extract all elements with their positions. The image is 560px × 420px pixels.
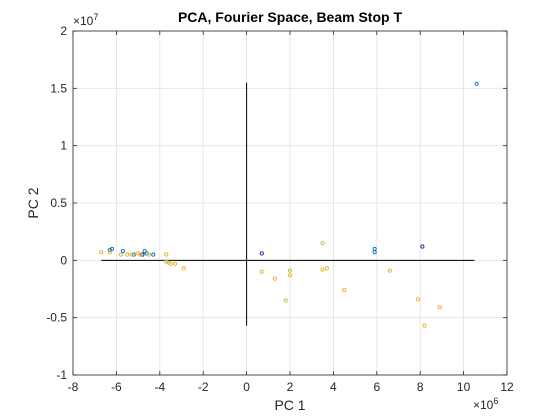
x-tick-label: -2 [198,380,209,394]
x-tick-label: 6 [373,380,380,394]
y-tick-label: 0.5 [50,196,67,210]
y-tick-label: 1.5 [50,81,67,95]
y-exponent-base: ×10 [73,14,94,28]
x-axis-label: PC 1 [274,397,305,413]
y-axis-label: PC 2 [25,187,41,218]
x-tick-label: 10 [457,380,471,394]
x-exponent-power: 6 [493,396,498,406]
x-tick-label: -4 [154,380,165,394]
y-tick-label: 1 [60,139,67,153]
x-tick-label: 2 [287,380,294,394]
y-tick-label: 0 [60,253,67,267]
x-tick-label: 4 [330,380,337,394]
x-tick-label: -6 [111,380,122,394]
chart-title: PCA, Fourier Space, Beam Stop T [178,9,402,25]
x-tick-label: 12 [500,380,514,394]
x-axis-exponent: ×106 [473,396,498,412]
y-tick-label: -0.5 [46,311,67,325]
x-tick-label: 8 [417,380,424,394]
x-tick-label: -8 [68,380,79,394]
x-exponent-base: ×10 [473,398,494,412]
y-tick-label: -1 [56,368,67,382]
x-tick-label: 0 [243,380,250,394]
y-axis-exponent: ×107 [73,12,98,28]
y-exponent-power: 7 [93,12,98,22]
y-tick-label: 2 [60,24,67,38]
